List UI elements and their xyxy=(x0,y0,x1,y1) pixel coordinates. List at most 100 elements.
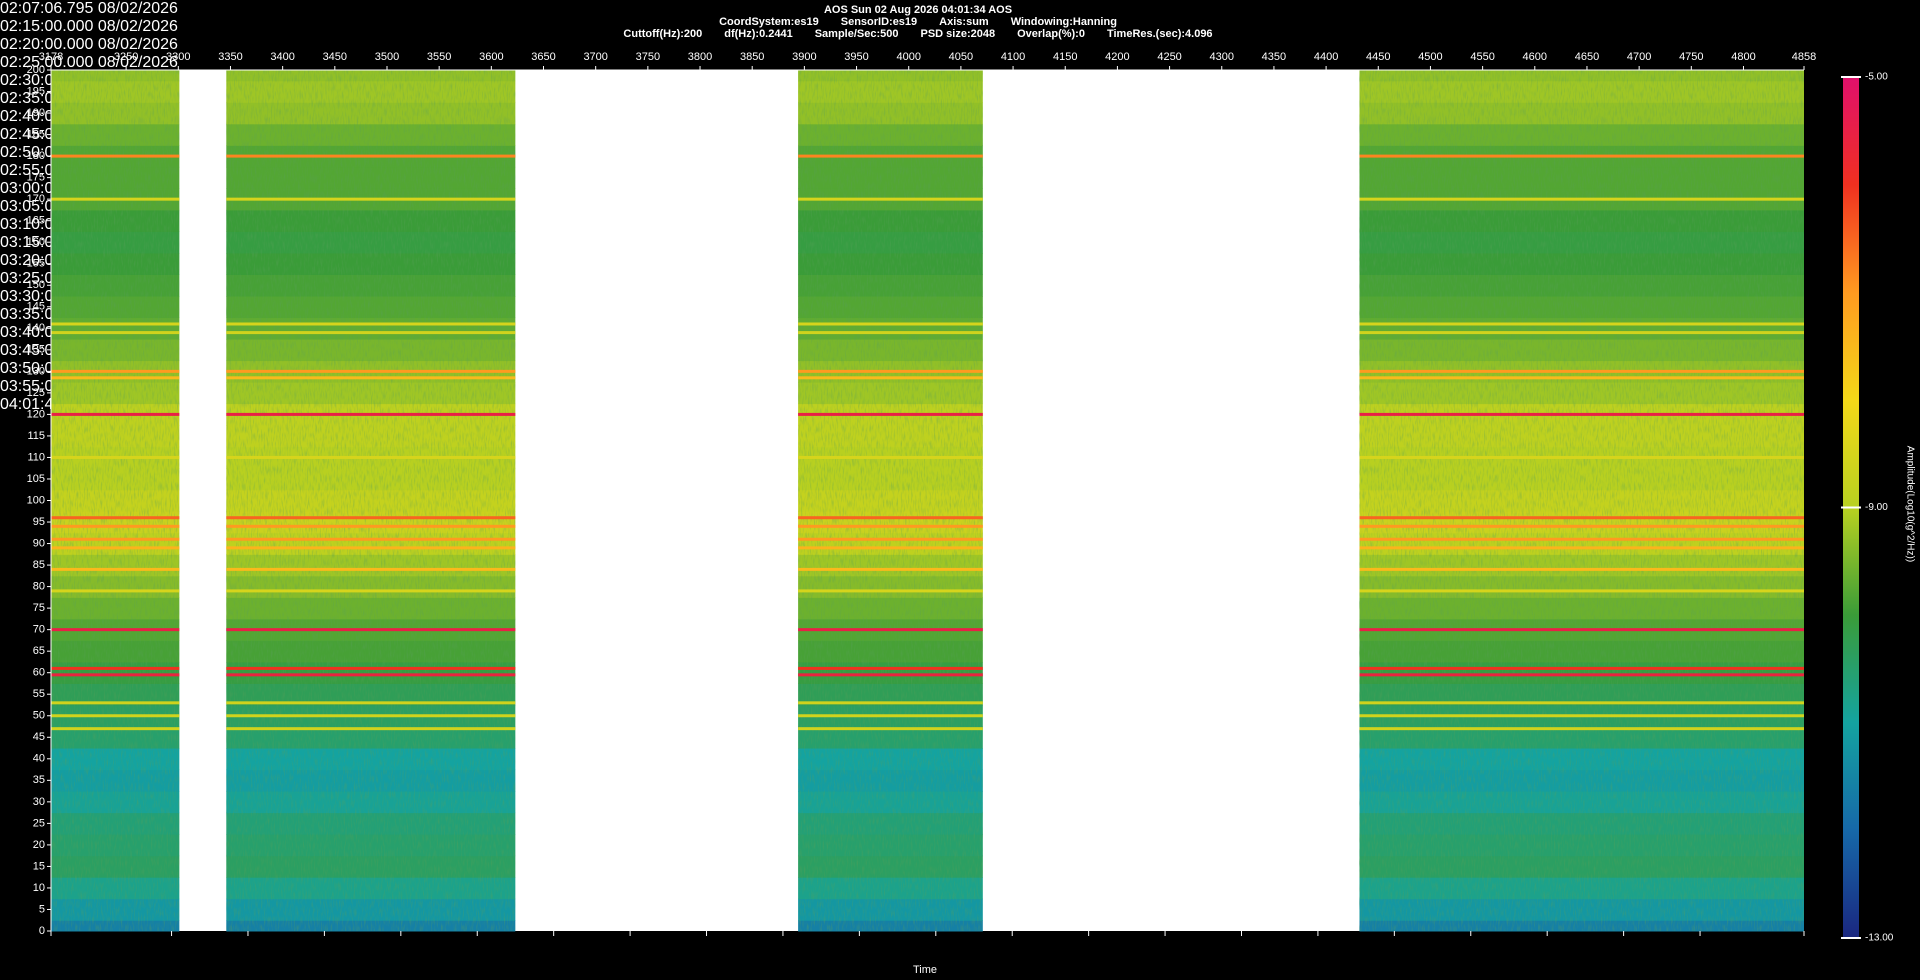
spectral-line xyxy=(226,154,516,158)
x-tick-label: 4300 xyxy=(1210,51,1234,63)
x-tick-label: 3178 xyxy=(39,51,63,63)
spectral-line xyxy=(1359,546,1804,550)
y-tick-label: 55 xyxy=(33,688,45,700)
y-tick-label: 135 xyxy=(27,344,45,356)
spectral-line xyxy=(798,628,983,632)
spectral-line xyxy=(798,537,983,541)
y-tick-label: 170 xyxy=(27,193,45,205)
spectral-line xyxy=(226,376,516,380)
time-tick-label: 02:20:00.000 08/02/2026 xyxy=(0,36,178,53)
x-tick-label: 4650 xyxy=(1575,51,1599,63)
info-item: Cuttoff(Hz):200 xyxy=(623,28,703,40)
spectral-line xyxy=(1359,322,1804,326)
y-tick-label: 145 xyxy=(27,301,45,313)
spectral-line xyxy=(51,455,180,459)
spectral-line xyxy=(1359,666,1804,670)
spectral-line xyxy=(51,673,180,677)
y-tick-label: 100 xyxy=(27,494,45,506)
texture xyxy=(1359,70,1804,931)
x-tick-label: 4750 xyxy=(1679,51,1703,63)
spectral-line xyxy=(226,714,516,718)
spectral-line xyxy=(51,567,180,571)
spectral-line xyxy=(798,727,983,731)
y-tick-label: 65 xyxy=(33,645,45,657)
spectral-line xyxy=(1359,516,1804,520)
spectral-line xyxy=(226,322,516,326)
spectral-line xyxy=(51,701,180,705)
spectral-line xyxy=(798,369,983,373)
info-item: Sample/Sec:500 xyxy=(814,28,899,40)
x-tick-label: 3850 xyxy=(740,51,764,63)
info-item: Windowing:Hanning xyxy=(1010,16,1117,28)
time-tick-label: 02:15:00.000 08/02/2026 xyxy=(0,18,178,35)
y-tick-label: 85 xyxy=(33,559,45,571)
spectral-line xyxy=(226,412,516,416)
segment xyxy=(1359,70,1804,932)
x-tick-label: 3350 xyxy=(218,51,242,63)
spectral-line xyxy=(226,537,516,541)
x-tick-label: 4600 xyxy=(1523,51,1547,63)
y-tick-label: 50 xyxy=(33,710,45,722)
y-tick-label: 165 xyxy=(27,215,45,227)
y-tick-label: 25 xyxy=(33,817,45,829)
y-tick-label: 45 xyxy=(33,731,45,743)
spectral-line xyxy=(51,516,180,520)
y-tick-label: 5 xyxy=(39,903,45,915)
spectral-line xyxy=(798,589,983,593)
texture xyxy=(226,70,516,931)
y-tick-label: 140 xyxy=(27,322,45,334)
spectral-line xyxy=(226,628,516,632)
time-tick-label: 02:07:06.795 08/02/2026 xyxy=(0,0,178,17)
x-tick-label: 3750 xyxy=(636,51,660,63)
x-tick-label: 4450 xyxy=(1366,51,1390,63)
x-tick-label: 3400 xyxy=(270,51,294,63)
spectral-line xyxy=(1359,197,1804,201)
x-tick-label: 3950 xyxy=(844,51,868,63)
spectral-line xyxy=(226,516,516,520)
y-tick-label: 15 xyxy=(33,860,45,872)
spectral-line xyxy=(51,537,180,541)
spectral-line xyxy=(51,727,180,731)
y-tick-label: 185 xyxy=(27,128,45,140)
x-tick-label: 4500 xyxy=(1418,51,1442,63)
y-tick-label: 195 xyxy=(27,85,45,97)
texture xyxy=(51,70,180,931)
spectral-line xyxy=(798,197,983,201)
spectral-line xyxy=(226,673,516,677)
x-tick-label: 4350 xyxy=(1262,51,1286,63)
x-tick-label: 4858 xyxy=(1792,51,1816,63)
spectral-line xyxy=(798,673,983,677)
info-item: df(Hz):0.2441 xyxy=(724,28,793,40)
y-tick-label: 155 xyxy=(27,258,45,270)
segment xyxy=(226,70,516,932)
x-tick-label: 4800 xyxy=(1731,51,1755,63)
spectral-line xyxy=(798,524,983,528)
x-tick-label: 3250 xyxy=(114,51,138,63)
spectral-line xyxy=(51,376,180,380)
spectral-line xyxy=(1359,524,1804,528)
y-tick-label: 130 xyxy=(27,365,45,377)
spectral-line xyxy=(226,546,516,550)
colorbar-tick-label: -9.00 xyxy=(1865,502,1888,513)
segment xyxy=(798,70,983,932)
segment xyxy=(51,70,180,932)
spectral-line xyxy=(226,589,516,593)
spectral-line xyxy=(1359,589,1804,593)
info-item: CoordSystem:es19 xyxy=(719,16,819,28)
y-tick-label: 105 xyxy=(27,473,45,485)
info-row: Cuttoff(Hz):200 df(Hz):0.2441 Sample/Sec:5… xyxy=(0,28,1836,40)
y-tick-label: 150 xyxy=(27,279,45,291)
header: AOS Sun 02 Aug 2026 04:01:34 AOS CoordSy… xyxy=(0,4,1836,40)
spectral-line xyxy=(798,567,983,571)
spectral-line xyxy=(226,524,516,528)
spectral-line xyxy=(226,331,516,335)
y-tick-label: 20 xyxy=(33,839,45,851)
y-tick-label: 40 xyxy=(33,753,45,765)
y-tick-label: 90 xyxy=(33,537,45,549)
info-row: CoordSystem:es19 SensorID:es19 Axis:sum Win… xyxy=(0,16,1836,28)
spectral-line xyxy=(1359,369,1804,373)
colorbar-tick-label: -13.00 xyxy=(1865,933,1894,944)
info-item: Axis:sum xyxy=(939,16,989,28)
spectral-line xyxy=(226,197,516,201)
